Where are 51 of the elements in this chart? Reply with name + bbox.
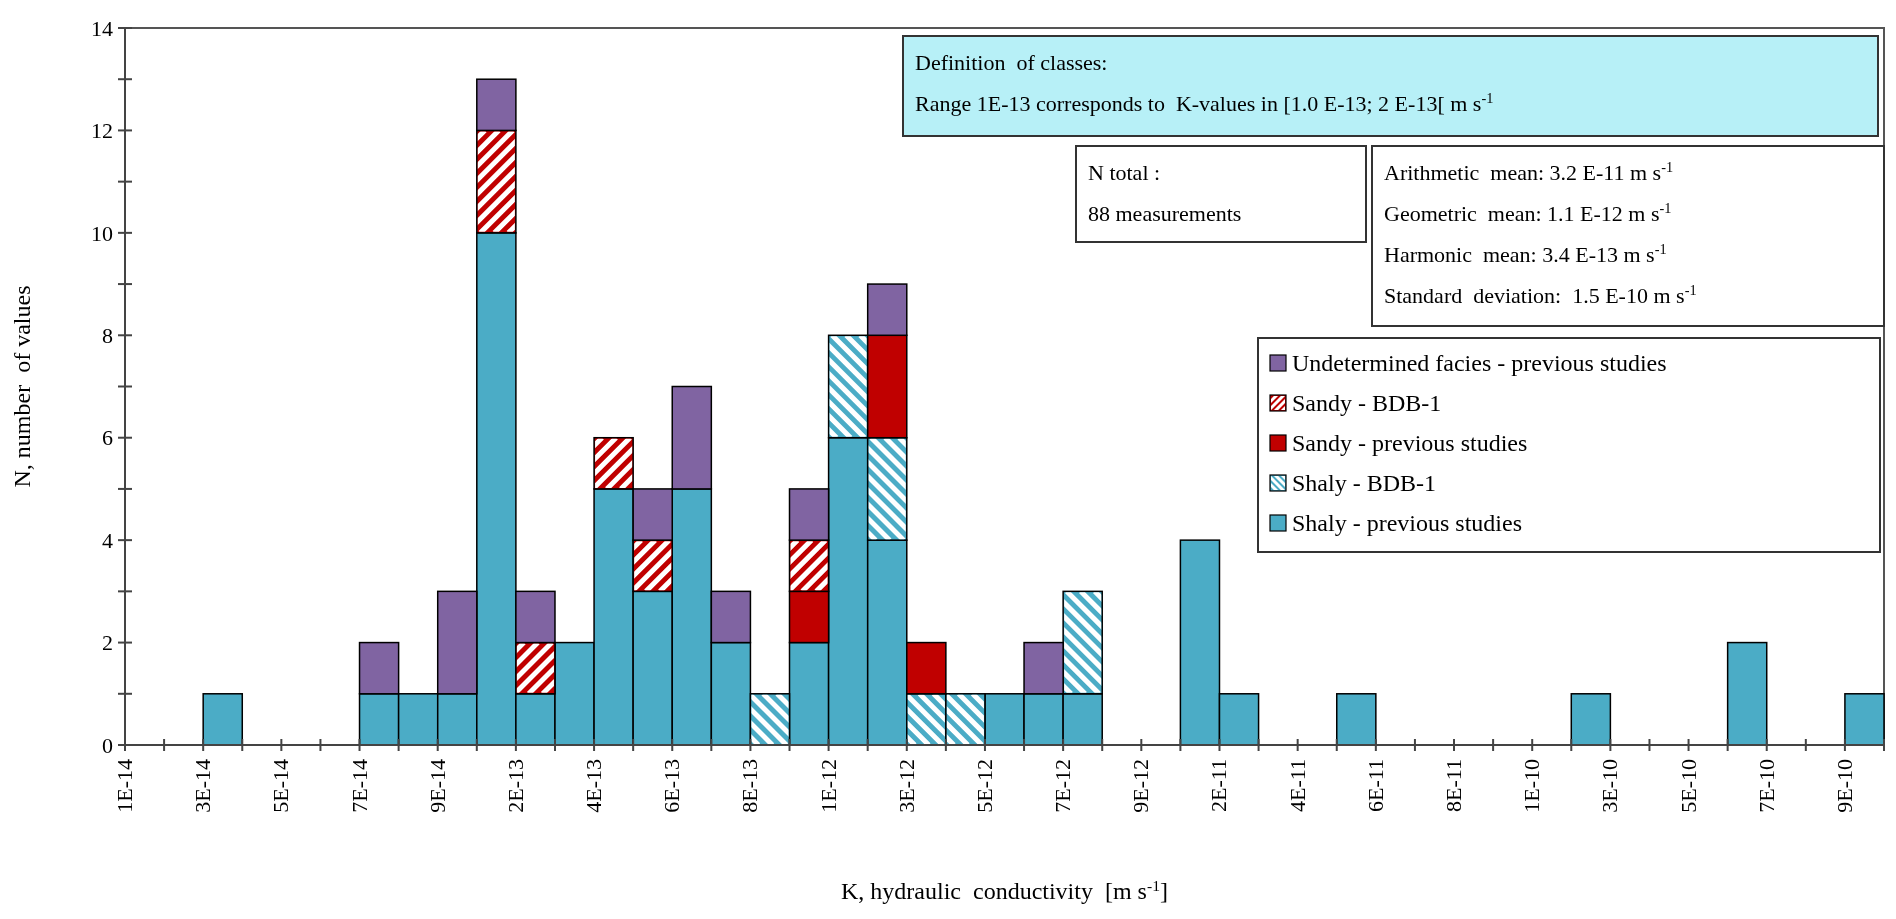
x-axis-title: K, hydraulic conductivity [m s$^{-1}$]: [841, 876, 1168, 904]
legend-label: Sandy - previous studies: [1292, 430, 1528, 456]
x-tick-label: 8E-13: [737, 759, 763, 813]
x-tick-label: 1E-14: [112, 759, 137, 813]
y-tick-label: 6: [102, 425, 113, 451]
annotation: N total :: [1088, 160, 1161, 185]
x-tick-label: 7E-12: [1050, 759, 1076, 813]
legend-label: Shaly - BDB-1: [1292, 470, 1436, 496]
y-tick-label: 0: [102, 732, 113, 758]
bar: [1570, 693, 1612, 746]
y-tick-label: 14: [91, 15, 113, 41]
y-axis-title: N, number of values: [9, 285, 35, 488]
annotation: Harmonic mean: 3.4 E-13 m s$^{-1}$: [1384, 241, 1667, 267]
bar: [1336, 693, 1377, 746]
legend-label: Sandy - BDB-1: [1292, 390, 1442, 416]
x-tick-label: 7E-10: [1753, 759, 1779, 813]
y-tick-label: 8: [102, 322, 113, 348]
x-tick-label: 6E-11: [1362, 759, 1388, 812]
x-tick-label: 7E-14: [346, 759, 372, 813]
x-tick-label: 9E-14: [424, 759, 450, 813]
y-tick-label: 4: [102, 527, 113, 553]
annotation: Geometric mean: 1.1 E-12 m s$^{-1}$: [1384, 200, 1672, 226]
legend-label: Shaly - previous studies: [1292, 510, 1522, 536]
x-tick-label: 3E-12: [893, 759, 919, 813]
x-tick-label: 1E-10: [1519, 759, 1545, 813]
x-tick-label: 1E-12: [815, 759, 841, 813]
bar: [1726, 641, 1768, 746]
legend-label: Undetermined facies - previous studies: [1292, 350, 1667, 376]
x-tick-label: 5E-10: [1675, 759, 1701, 813]
bar: [1844, 693, 1885, 746]
annotation: Arithmetic mean: 3.2 E-11 m s$^{-1}$: [1384, 159, 1674, 185]
x-tick-label: 2E-13: [502, 759, 528, 813]
x-tick-label: 5E-12: [971, 759, 997, 813]
x-tick-label: 9E-10: [1831, 759, 1857, 813]
x-tick-label: 2E-11: [1206, 759, 1232, 812]
x-tick-label: 8E-11: [1441, 759, 1467, 812]
y-tick-label: 10: [91, 220, 113, 246]
y-tick-label: 12: [91, 118, 113, 144]
bar: [202, 693, 244, 746]
x-tick-label: 6E-13: [659, 759, 685, 813]
x-tick-label: 3E-10: [1597, 759, 1623, 813]
x-tick-label: 4E-13: [581, 759, 607, 813]
x-tick-label: 4E-11: [1284, 759, 1310, 812]
annotation: Definition of classes:: [915, 50, 1108, 75]
annotation: 88 measurements: [1088, 201, 1242, 226]
annotation: Standard deviation: 1.5 E-10 m s$^{-1}$: [1384, 282, 1697, 308]
x-tick-label: 3E-14: [190, 759, 216, 813]
y-tick-label: 2: [102, 630, 113, 656]
x-tick-label: 5E-14: [268, 759, 294, 813]
x-tick-label: 9E-12: [1128, 759, 1154, 813]
annotation: Range 1E-13 corresponds to K-values in [1.0 E-13; 2 E-13[ m s$^{-1}$: [915, 90, 1494, 116]
